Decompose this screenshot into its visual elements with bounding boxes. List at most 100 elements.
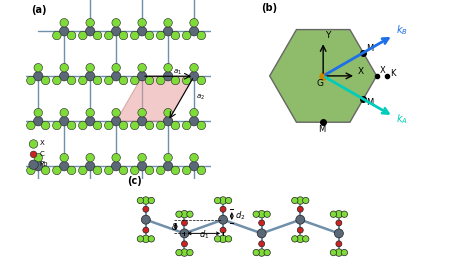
Circle shape: [85, 26, 95, 36]
Circle shape: [164, 63, 173, 72]
Circle shape: [85, 116, 95, 126]
Circle shape: [139, 163, 146, 169]
Circle shape: [139, 28, 146, 34]
Circle shape: [113, 28, 119, 34]
Circle shape: [156, 31, 165, 40]
Text: M: M: [318, 125, 325, 134]
Circle shape: [156, 121, 165, 130]
Circle shape: [335, 249, 343, 256]
Circle shape: [137, 116, 147, 126]
Circle shape: [85, 161, 95, 171]
Circle shape: [27, 76, 35, 85]
Circle shape: [130, 166, 139, 175]
Text: Pb: Pb: [40, 161, 48, 167]
Circle shape: [225, 197, 232, 204]
Text: $\delta$: $\delta$: [171, 221, 178, 232]
Circle shape: [190, 63, 198, 72]
Circle shape: [143, 227, 149, 233]
Circle shape: [79, 31, 87, 40]
Circle shape: [334, 229, 343, 238]
Circle shape: [214, 197, 221, 204]
Circle shape: [111, 161, 121, 171]
Circle shape: [197, 121, 206, 130]
Circle shape: [34, 153, 43, 162]
Circle shape: [119, 166, 128, 175]
Circle shape: [165, 163, 172, 169]
Circle shape: [59, 116, 69, 126]
Circle shape: [130, 31, 139, 40]
Circle shape: [53, 31, 61, 40]
Circle shape: [156, 76, 165, 85]
Circle shape: [220, 227, 226, 233]
Polygon shape: [116, 76, 194, 121]
Circle shape: [297, 235, 304, 243]
Circle shape: [302, 236, 309, 242]
Circle shape: [113, 163, 119, 169]
Circle shape: [27, 121, 35, 130]
Circle shape: [214, 236, 221, 242]
Text: X: X: [40, 140, 45, 146]
Circle shape: [86, 18, 94, 27]
Circle shape: [60, 108, 68, 117]
Circle shape: [61, 118, 67, 124]
Circle shape: [34, 108, 43, 117]
Circle shape: [79, 121, 87, 130]
Text: $k_A$: $k_A$: [396, 113, 408, 126]
Circle shape: [258, 249, 265, 256]
Circle shape: [137, 197, 144, 204]
Circle shape: [145, 76, 154, 85]
Circle shape: [112, 108, 120, 117]
Text: K: K: [391, 69, 396, 78]
Circle shape: [112, 63, 120, 72]
Circle shape: [145, 166, 154, 175]
Circle shape: [137, 161, 147, 171]
Circle shape: [67, 31, 76, 40]
Text: C: C: [40, 151, 45, 156]
Circle shape: [113, 73, 119, 79]
Circle shape: [165, 28, 172, 34]
Circle shape: [59, 161, 69, 171]
Text: M: M: [366, 98, 374, 107]
Circle shape: [190, 153, 198, 162]
Circle shape: [330, 211, 337, 217]
Circle shape: [190, 108, 198, 117]
Circle shape: [297, 197, 304, 204]
Circle shape: [34, 63, 43, 72]
Circle shape: [253, 250, 259, 256]
Circle shape: [105, 31, 113, 40]
Circle shape: [176, 211, 182, 217]
Circle shape: [137, 71, 147, 81]
Circle shape: [145, 121, 154, 130]
Circle shape: [60, 18, 68, 27]
Circle shape: [138, 153, 146, 162]
Text: X: X: [358, 67, 364, 76]
Circle shape: [61, 28, 67, 34]
Circle shape: [30, 151, 37, 158]
Circle shape: [171, 166, 180, 175]
Text: M: M: [366, 44, 374, 53]
Text: (b): (b): [261, 3, 277, 14]
Circle shape: [111, 71, 121, 81]
Text: (c): (c): [127, 176, 142, 186]
Circle shape: [189, 116, 199, 126]
Circle shape: [113, 118, 119, 124]
Circle shape: [67, 121, 76, 130]
Circle shape: [296, 215, 305, 224]
Circle shape: [87, 73, 93, 79]
Circle shape: [41, 121, 50, 130]
Circle shape: [259, 241, 264, 247]
Circle shape: [165, 73, 172, 79]
Circle shape: [180, 229, 189, 238]
Circle shape: [142, 235, 150, 243]
Circle shape: [181, 211, 188, 218]
Circle shape: [87, 118, 93, 124]
Circle shape: [86, 108, 94, 117]
Circle shape: [171, 121, 180, 130]
Circle shape: [112, 153, 120, 162]
Circle shape: [130, 76, 139, 85]
Circle shape: [139, 73, 146, 79]
Circle shape: [93, 31, 102, 40]
Circle shape: [111, 26, 121, 36]
Circle shape: [53, 166, 61, 175]
Circle shape: [181, 249, 188, 256]
